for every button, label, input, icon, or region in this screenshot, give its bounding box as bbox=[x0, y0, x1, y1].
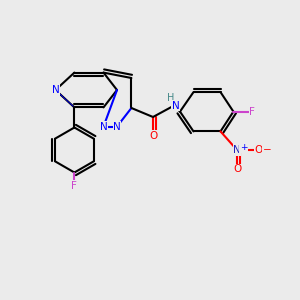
Text: N: N bbox=[100, 122, 107, 132]
Text: F: F bbox=[249, 106, 255, 117]
Text: N: N bbox=[233, 145, 241, 155]
Text: −: − bbox=[262, 145, 272, 155]
Text: O: O bbox=[233, 164, 241, 175]
Text: O: O bbox=[149, 130, 157, 141]
Text: N: N bbox=[172, 100, 179, 111]
Text: N: N bbox=[113, 122, 121, 132]
Text: O: O bbox=[255, 145, 263, 155]
Text: F: F bbox=[71, 181, 77, 191]
Text: N: N bbox=[52, 85, 59, 95]
Text: +: + bbox=[240, 143, 247, 152]
Text: H: H bbox=[167, 93, 174, 103]
